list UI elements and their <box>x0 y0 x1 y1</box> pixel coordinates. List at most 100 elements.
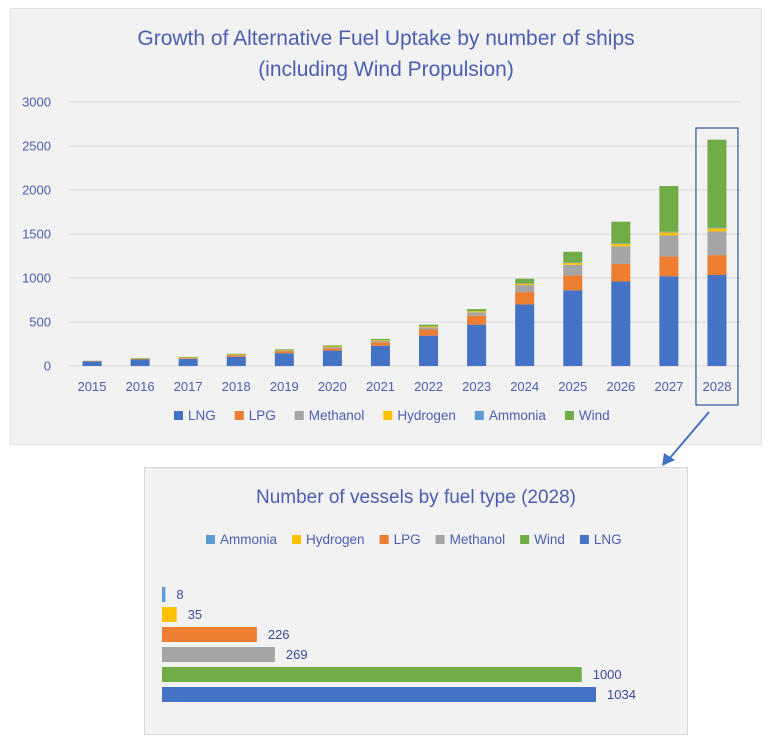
inset-legend-label-lpg: LPG <box>394 532 421 547</box>
inset-legend-label-wind: Wind <box>534 532 565 547</box>
inset-bar-wind <box>162 667 582 682</box>
inset-legend-label-ammonia: Ammonia <box>220 532 278 547</box>
x-tick-2018: 2018 <box>222 379 251 394</box>
x-tick-2019: 2019 <box>270 379 299 394</box>
bar-2018-lpg <box>226 355 246 357</box>
stacked-bar-chart: Growth of Alternative Fuel Uptake by num… <box>22 27 741 423</box>
x-tick-2024: 2024 <box>510 379 539 394</box>
inset-legend-swatch-methanol <box>435 535 445 544</box>
horizontal-bar-chart: Number of vessels by fuel type (2028) Am… <box>162 487 636 702</box>
bar-2025-ammonia <box>563 262 583 263</box>
x-tick-2017: 2017 <box>174 379 203 394</box>
bar-2020-hydrogen <box>322 346 342 348</box>
x-tick-2022: 2022 <box>414 379 443 394</box>
bar-2026-methanol <box>611 246 631 264</box>
bar-2020-wind <box>322 345 342 347</box>
inset-legend-swatch-lpg <box>379 535 389 544</box>
bar-2016-wind <box>130 358 150 359</box>
legend-swatch-hydrogen <box>383 411 393 420</box>
inset-bar-lpg <box>162 627 257 642</box>
bar-2015-methanol <box>82 360 102 362</box>
bar-2027-wind <box>659 186 679 232</box>
bar-2024-lpg <box>515 292 535 305</box>
bar-2017-hydrogen <box>178 357 198 358</box>
bar-2019-hydrogen <box>274 349 294 351</box>
y-tick-1500: 1500 <box>22 227 51 242</box>
bar-2020-methanol <box>322 347 342 349</box>
bar-2023-wind <box>467 309 487 312</box>
inset-chart-panel: Number of vessels by fuel type (2028) Am… <box>144 467 688 735</box>
bar-2016-lng <box>130 359 150 366</box>
bar-2024-methanol <box>515 285 535 293</box>
bar-2022-hydrogen <box>419 326 439 328</box>
chart-title: Growth of Alternative Fuel Uptake by num… <box>137 27 634 50</box>
inset-value-label-methanol: 269 <box>286 647 308 662</box>
bar-2018-wind <box>226 353 246 355</box>
inset-legend-swatch-hydrogen <box>292 535 302 544</box>
bar-2019-methanol <box>274 350 294 352</box>
bar-2025-lng <box>563 290 583 366</box>
bar-2026-lng <box>611 281 631 366</box>
y-tick-2000: 2000 <box>22 183 51 198</box>
inset-value-label-ammonia: 8 <box>176 587 183 602</box>
x-axis-tick-labels: 2015 2016 2017 2018 2019 2020 2021 2022 2023 2024… <box>78 379 732 394</box>
y-axis-tick-labels: 0 500 1000 1500 2000 2500 3000 <box>22 95 51 374</box>
gridlines <box>68 101 741 367</box>
arrow-head <box>662 453 675 466</box>
y-tick-500: 500 <box>29 315 51 330</box>
y-tick-2500: 2500 <box>22 139 51 154</box>
bar-2017-lpg <box>178 358 198 359</box>
legend-swatch-methanol <box>294 411 304 420</box>
bar-2021-lng <box>370 345 390 366</box>
bar-2018-hydrogen <box>226 354 246 355</box>
x-tick-2016: 2016 <box>126 379 155 394</box>
y-tick-1000: 1000 <box>22 271 51 286</box>
bar-2023-lng <box>467 324 487 366</box>
bar-2019-lpg <box>274 351 294 354</box>
inset-bar-methanol <box>162 647 275 662</box>
bar-2028-hydrogen <box>707 228 727 232</box>
bar-2028-ammonia <box>707 227 727 229</box>
bar-2028-methanol <box>707 231 727 256</box>
legend-label-wind: Wind <box>579 408 610 423</box>
inset-legend-swatch-wind <box>520 535 530 544</box>
x-tick-2015: 2015 <box>78 379 107 394</box>
bar-2022-lng <box>419 335 439 366</box>
bar-2028-lpg <box>707 255 727 276</box>
bar-2023-methanol <box>467 312 487 316</box>
bar-2021-wind <box>370 338 390 341</box>
bar-2023-hydrogen <box>467 311 487 313</box>
legend-swatch-wind <box>564 411 574 420</box>
x-tick-2028: 2028 <box>703 379 732 394</box>
bar-2028-lng <box>707 275 727 366</box>
bar-2026-wind <box>611 221 631 244</box>
chart-subtitle: (including Wind Propulsion) <box>258 58 514 81</box>
bar-2024-ammonia <box>515 283 535 284</box>
bar-2024-hydrogen <box>515 283 535 286</box>
legend-swatch-ammonia <box>474 411 484 420</box>
x-tick-2027: 2027 <box>654 379 683 394</box>
bar-2026-lpg <box>611 263 631 282</box>
bar-2025-methanol <box>563 264 583 276</box>
bar-2019-lng <box>274 353 294 366</box>
bar-2023-lpg <box>467 315 487 325</box>
bar-2026-hydrogen <box>611 243 631 247</box>
inset-chart-title: Number of vessels by fuel type (2028) <box>256 487 576 508</box>
legend-swatch-lpg <box>234 411 244 420</box>
inset-legend-label-methanol: Methanol <box>450 532 506 547</box>
bar-2027-methanol <box>659 235 679 257</box>
inset-legend-swatch-lng <box>579 535 589 544</box>
bar-2016-lpg <box>130 358 150 360</box>
legend-label-hydrogen: Hydrogen <box>397 408 456 423</box>
bar-2027-hydrogen <box>659 232 679 236</box>
legend-label-methanol: Methanol <box>309 408 365 423</box>
bar-2021-hydrogen <box>370 340 390 341</box>
bar-2021-lpg <box>370 342 390 346</box>
bar-2017-lng <box>178 358 198 366</box>
inset-bar-lng <box>162 687 596 702</box>
inset-value-label-lpg: 226 <box>268 627 290 642</box>
inset-value-label-wind: 1000 <box>593 667 622 682</box>
legend: LNG LPG Methanol Hydrogen Ammonia Wind <box>174 408 610 423</box>
bar-2025-wind <box>563 251 583 263</box>
bar-2021-methanol <box>370 340 390 343</box>
